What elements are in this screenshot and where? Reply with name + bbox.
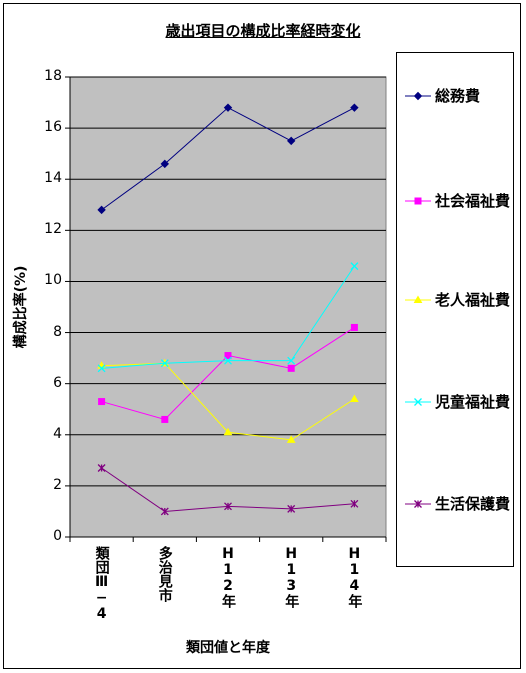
- y-tick-label: 2: [53, 476, 62, 493]
- x-tick-label: 多治見市: [156, 546, 173, 602]
- legend-symbol: [414, 398, 422, 406]
- legend-label: 社会福祉費: [435, 192, 511, 210]
- legend-marker: [405, 398, 431, 406]
- data-point: [224, 502, 232, 511]
- x-tick-label: H12年: [220, 546, 236, 608]
- grid-lines: [70, 76, 386, 487]
- y-tick-label: 0: [53, 528, 62, 544]
- data-point: [286, 435, 296, 443]
- data-point: [287, 504, 296, 513]
- x-tick-label: H13年: [283, 546, 300, 608]
- data-point: [97, 364, 106, 373]
- series-5: [97, 464, 359, 516]
- legend-symbol: [413, 91, 423, 101]
- data-point: [161, 415, 169, 423]
- legend-marker: [405, 197, 431, 205]
- data-point: [160, 507, 169, 516]
- data-point: [224, 356, 232, 365]
- x-tick-label: 類団Ⅲ−4: [93, 546, 110, 622]
- data-point: [286, 136, 296, 146]
- y-tick-label: 14: [44, 170, 62, 187]
- legend-label: 総務費: [435, 87, 481, 105]
- series-2: [98, 323, 358, 423]
- legend-marker: [405, 500, 431, 508]
- data-point: [160, 359, 169, 368]
- legend-marker: [405, 91, 431, 101]
- x-tick-label: H14年: [346, 546, 363, 608]
- y-tick-label: 4: [53, 425, 62, 442]
- legend-label: 児童福祉費: [435, 393, 511, 411]
- series-1: [97, 103, 359, 215]
- plot-area: [69, 76, 387, 538]
- data-point: [224, 352, 232, 360]
- data-point: [350, 323, 358, 331]
- legend-symbol: [413, 295, 423, 303]
- y-tick-label: 10: [44, 272, 62, 289]
- data-point: [160, 159, 170, 169]
- data-point: [97, 205, 106, 215]
- legend-marker: [405, 295, 431, 303]
- y-tick-label: 16: [44, 119, 62, 136]
- legend-symbol: [414, 500, 422, 508]
- data-point: [287, 356, 296, 365]
- x-axis-label: 類団値と年度: [186, 640, 270, 656]
- data-point: [97, 464, 106, 472]
- y-tick-label: 8: [53, 323, 62, 340]
- series-4: [97, 262, 359, 373]
- data-point: [350, 262, 359, 271]
- y-tick-label: 6: [53, 374, 62, 391]
- y-tick-label: 18: [44, 68, 62, 84]
- data-point: [223, 103, 233, 112]
- data-point: [223, 427, 233, 436]
- legend-label: 老人福祉費: [435, 291, 511, 309]
- axes: [65, 76, 387, 542]
- legend-symbol: [414, 197, 422, 205]
- legend-label: 生活保護費: [435, 495, 511, 513]
- chart-title: 歳出項目の構成比率経時変化: [165, 22, 361, 40]
- data-point: [98, 398, 106, 406]
- data-point: [350, 394, 359, 402]
- series-layer: [97, 103, 359, 516]
- data-point: [350, 499, 359, 508]
- legend: 総務費社会福祉費老人福祉費児童福祉費生活保護費: [396, 52, 514, 567]
- data-point: [350, 103, 359, 112]
- data-point: [287, 364, 295, 372]
- y-tick-label: 12: [44, 221, 62, 238]
